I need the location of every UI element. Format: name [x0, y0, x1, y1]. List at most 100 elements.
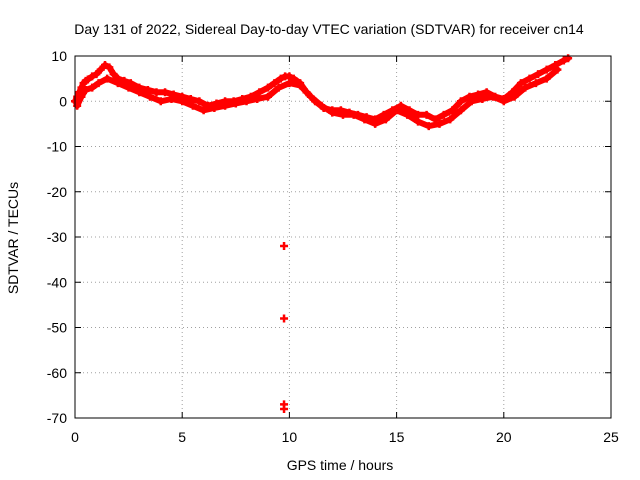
series-group — [280, 242, 289, 413]
data-point — [296, 81, 305, 90]
data-point — [101, 61, 110, 70]
data-point — [339, 110, 347, 119]
data-point — [77, 92, 86, 101]
data-point — [349, 110, 358, 119]
data-points — [71, 54, 573, 413]
y-tick-label: -60 — [47, 365, 67, 381]
plot-frame — [74, 55, 612, 419]
data-point — [542, 65, 551, 74]
data-point — [510, 92, 519, 101]
data-point — [146, 92, 155, 101]
x-tick-label: 25 — [603, 429, 619, 445]
data-point — [199, 106, 208, 115]
data-point — [392, 106, 401, 115]
data-point — [446, 115, 455, 124]
y-tick-label: -50 — [47, 320, 67, 336]
data-point — [478, 94, 487, 103]
x-tick-label: 15 — [389, 429, 405, 445]
data-point — [280, 404, 289, 413]
data-point — [360, 115, 369, 124]
data-point — [94, 79, 103, 88]
y-tick-label: -20 — [47, 184, 67, 200]
y-tick-label: -70 — [47, 410, 67, 426]
data-point — [371, 119, 380, 128]
data-point — [113, 79, 122, 88]
data-point — [255, 88, 264, 97]
data-point — [285, 72, 294, 81]
data-point — [499, 97, 508, 106]
data-point — [276, 74, 285, 83]
data-point — [521, 83, 530, 92]
y-tick-label: -40 — [47, 274, 67, 290]
data-point — [96, 65, 105, 74]
data-point — [467, 97, 476, 106]
data-point — [285, 79, 294, 88]
data-point — [231, 99, 240, 108]
data-point — [263, 92, 272, 101]
data-point — [489, 92, 498, 101]
data-point — [88, 83, 97, 92]
series-group — [71, 54, 573, 124]
y-tick-label: -30 — [47, 229, 67, 245]
data-point — [221, 101, 230, 110]
data-point — [456, 97, 465, 106]
y-tick-label: -10 — [47, 139, 67, 155]
data-point — [81, 85, 90, 94]
data-point — [270, 79, 279, 88]
data-point — [135, 88, 144, 97]
data-point — [328, 108, 337, 117]
data-point — [280, 242, 289, 251]
data-point — [274, 83, 283, 92]
x-axis-label: GPS time / hours — [287, 457, 394, 473]
data-point — [103, 74, 112, 83]
series-group — [73, 65, 562, 131]
data-point — [263, 83, 272, 92]
data-point — [195, 97, 204, 106]
data-point — [109, 70, 118, 79]
data-point — [188, 101, 197, 110]
data-point — [424, 122, 433, 131]
y-axis-label: SDTVAR / TECUs — [5, 182, 21, 294]
data-point — [531, 79, 540, 88]
data-point — [280, 314, 289, 323]
data-point — [525, 74, 534, 83]
data-point — [253, 94, 262, 103]
chart-title: Day 131 of 2022, Sidereal Day-to-day VTE… — [74, 21, 584, 37]
data-point — [422, 110, 431, 119]
data-point — [396, 101, 405, 110]
data-point — [435, 119, 444, 128]
data-point — [516, 79, 525, 88]
data-point — [306, 92, 315, 101]
grid-lines — [75, 56, 611, 418]
data-point — [456, 106, 465, 115]
data-point — [242, 97, 251, 106]
data-point — [152, 88, 161, 97]
data-point — [542, 74, 551, 83]
data-point — [403, 110, 412, 119]
data-point — [105, 63, 114, 72]
data-point — [439, 110, 448, 119]
x-tick-label: 5 — [178, 429, 186, 445]
x-tick-label: 20 — [496, 429, 512, 445]
data-point — [482, 88, 491, 97]
data-point — [210, 104, 219, 113]
data-point — [448, 106, 457, 115]
y-tick-label: 0 — [59, 93, 67, 109]
data-point — [534, 70, 543, 79]
data-point — [414, 117, 423, 126]
tick-labels: 0 5 10 15 20 25 10 0 -10 -20 -30 -40 -50 -60 -70 — [47, 48, 619, 445]
data-point — [156, 97, 165, 106]
data-point — [178, 97, 187, 106]
data-point — [124, 83, 133, 92]
data-point — [83, 75, 92, 84]
data-point — [73, 101, 82, 110]
x-tick-label: 10 — [282, 429, 298, 445]
x-tick-label: 0 — [71, 429, 79, 445]
data-point — [161, 88, 170, 97]
data-point — [381, 115, 390, 124]
data-point — [167, 94, 176, 103]
y-tick-label: 10 — [51, 48, 67, 64]
data-point — [88, 72, 97, 81]
data-point — [559, 56, 568, 65]
